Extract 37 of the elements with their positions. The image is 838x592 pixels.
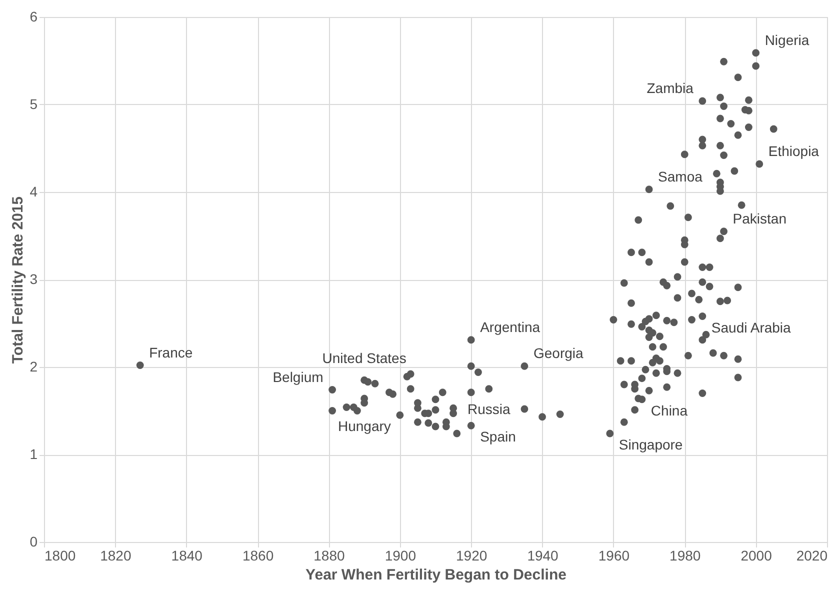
y-tick-label: 5: [30, 96, 38, 112]
annotation: Zambia: [646, 80, 694, 96]
annotation: Samoa: [658, 168, 703, 184]
x-tick-label: 1880: [314, 548, 346, 564]
annotation: Georgia: [533, 345, 584, 362]
annotation: Singapore: [618, 436, 683, 452]
x-axis-title: Year When Fertility Began to Decline: [306, 566, 566, 584]
x-tick-label: 1920: [456, 548, 488, 564]
annotation: Russia: [467, 400, 510, 417]
x-tick-label: 1840: [171, 548, 203, 564]
annotation: Hungary: [338, 418, 391, 434]
x-tick-label: 1980: [670, 548, 701, 564]
y-tick-label: 4: [30, 184, 38, 200]
x-tick-label: 2020: [796, 548, 828, 564]
x-tick-label: 1800: [44, 548, 76, 564]
y-tick-label: 0: [30, 534, 38, 550]
y-tick-label: 3: [30, 271, 38, 287]
annotation: Argentina: [480, 318, 540, 335]
y-tick-label: 1: [30, 446, 38, 462]
y-tick-label: 6: [30, 8, 38, 24]
annotation: Ethiopia: [768, 143, 820, 159]
x-tick-label: 1860: [242, 548, 274, 564]
y-axis-title: Total Fertility Rate 2015: [10, 196, 27, 364]
annotation: Spain: [480, 428, 516, 445]
x-tick-label: 1960: [598, 548, 630, 564]
x-tick-label: 1820: [100, 548, 132, 564]
x-tick-label: 1940: [527, 548, 559, 564]
annotation: China: [650, 402, 688, 418]
x-tick-label: 2000: [740, 548, 772, 564]
annotation: United States: [322, 350, 406, 366]
x-tick-label: 1900: [384, 548, 416, 564]
y-tick-label: 2: [30, 358, 38, 374]
annotation: Nigeria: [764, 32, 810, 48]
annotation: Pakistan: [732, 210, 786, 226]
annotation: Belgium: [272, 368, 324, 385]
annotation: France: [149, 344, 193, 360]
annotation: Saudi Arabia: [711, 319, 792, 336]
